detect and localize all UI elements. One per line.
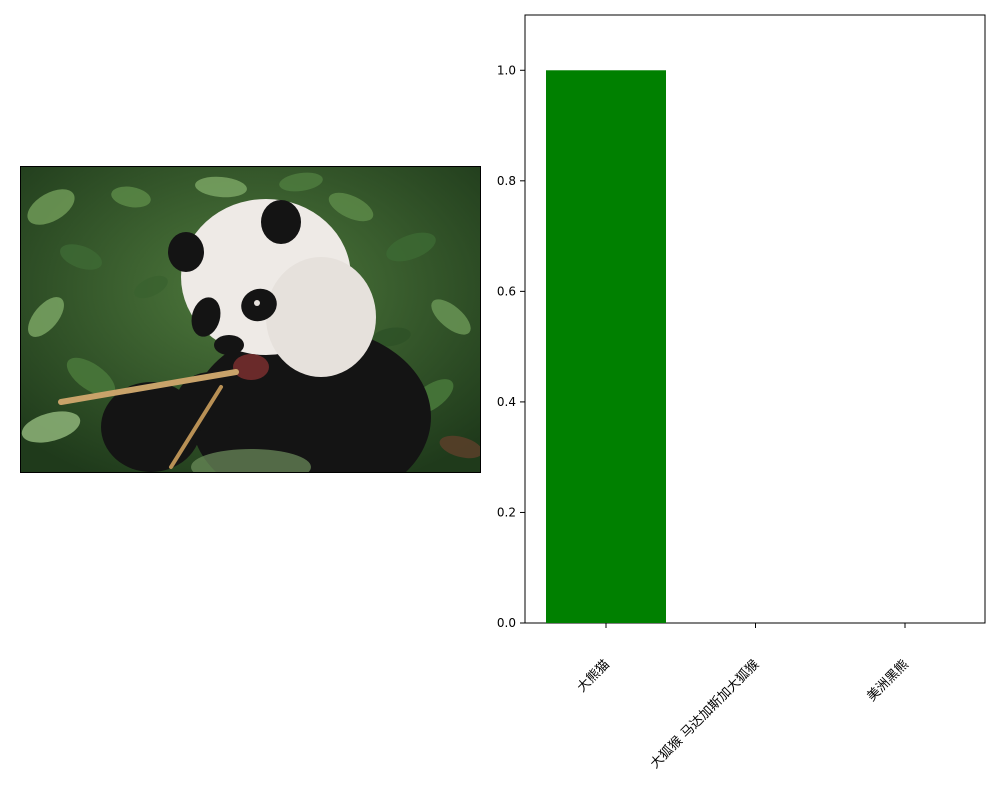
x-tick-label-1: 大狐猴 马达加斯加大狐猴 bbox=[648, 657, 763, 772]
panda-illustration bbox=[21, 167, 480, 472]
foreground-leaf bbox=[191, 449, 311, 472]
y-axis: 0.0 0.2 0.4 0.6 0.8 1.0 bbox=[497, 63, 525, 630]
x-tick-label-0: 大熊猫 bbox=[574, 657, 613, 696]
y-tick-label-4: 0.8 bbox=[497, 174, 516, 188]
y-tick-label-1: 0.2 bbox=[497, 505, 516, 519]
y-tick-label-2: 0.4 bbox=[497, 395, 516, 409]
bar-0 bbox=[546, 70, 666, 624]
bars-layer bbox=[546, 70, 666, 624]
panda-figure bbox=[58, 199, 431, 472]
x-axis: 大熊猫 大狐猴 马达加斯加大狐猴 美洲黑熊 bbox=[574, 623, 912, 772]
y-tick-label-0: 0.0 bbox=[497, 616, 516, 630]
foliage-leaves bbox=[21, 172, 480, 459]
y-tick-label-3: 0.6 bbox=[497, 284, 516, 298]
y-tick-label-5: 1.0 bbox=[497, 63, 516, 77]
x-tick-label-2: 美洲黑熊 bbox=[864, 657, 912, 705]
panda-photo bbox=[20, 166, 481, 473]
